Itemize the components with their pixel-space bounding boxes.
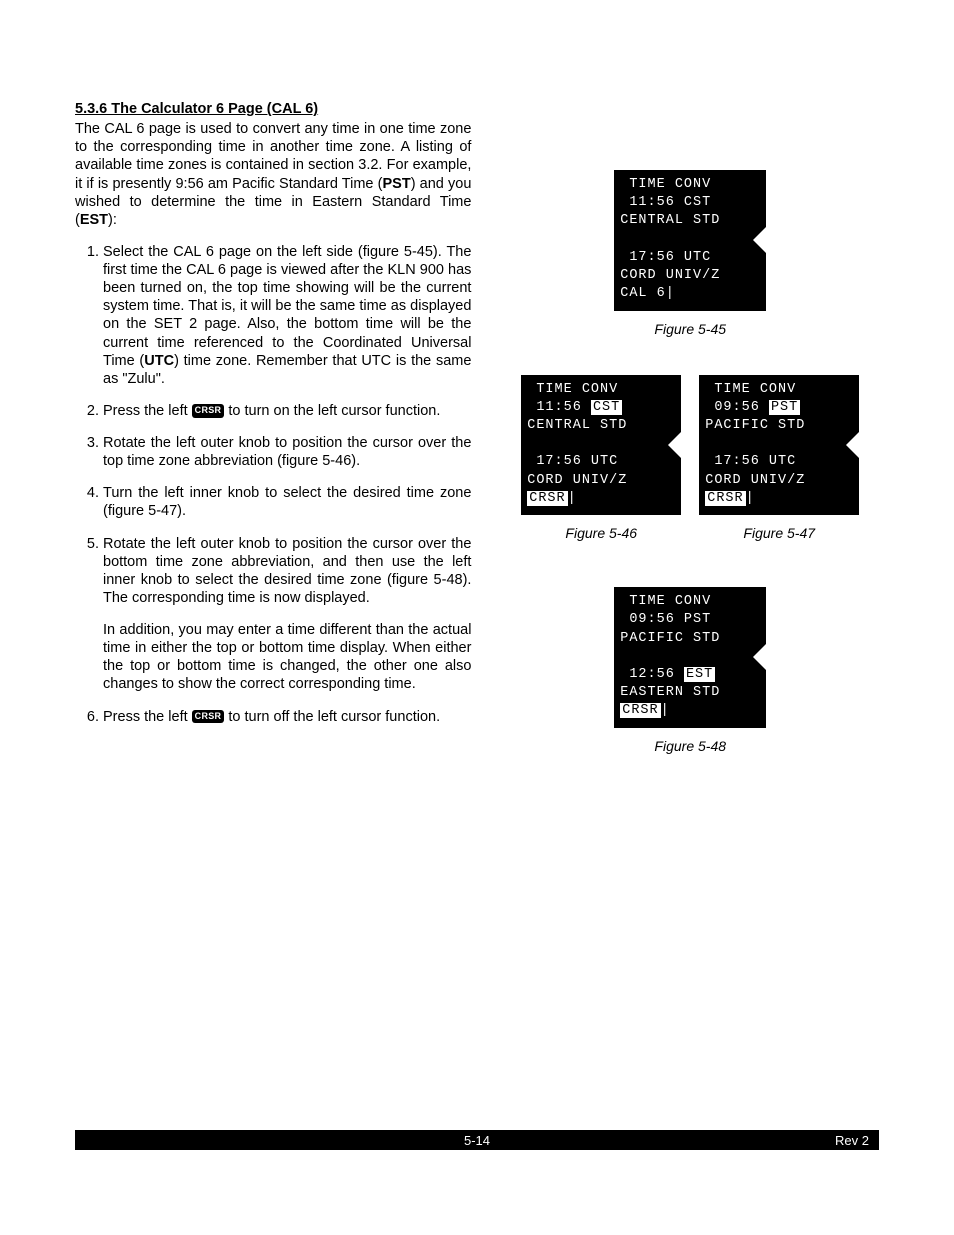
caption-48: Figure 5-48: [654, 738, 726, 754]
step-4: Turn the left inner knob to select the d…: [103, 484, 471, 520]
figure-5-48-block: TIME CONV 09:56 PST PACIFIC STD 12:56 ES…: [614, 587, 766, 754]
l: CORD UNIV/Z: [527, 473, 627, 488]
heading-text: 5.3.6 The Calculator 6 Page (CAL 6): [75, 101, 318, 117]
l: CENTRAL STD: [527, 418, 627, 433]
step-2b: to turn on the left cursor function.: [224, 403, 440, 419]
step-1-utc: UTC: [144, 353, 174, 369]
step-3: Rotate the left outer knob to position t…: [103, 434, 471, 470]
step-1: Select the CAL 6 page on the left side (…: [103, 243, 471, 388]
l: 11:56 CST: [620, 195, 711, 210]
l: CRSR: [705, 491, 745, 506]
l: PACIFIC STD: [705, 418, 805, 433]
l: 17:56 UTC: [620, 250, 711, 265]
l: CORD UNIV/Z: [705, 473, 805, 488]
l: 11:56: [527, 400, 591, 415]
step-3-text: Rotate the left outer knob to position t…: [103, 435, 471, 469]
l: 17:56 UTC: [705, 454, 796, 469]
intro-pst: PST: [382, 176, 410, 192]
crsr-key-icon: CRSR: [192, 404, 225, 417]
l: TIME CONV: [620, 177, 711, 192]
step-6b: to turn off the left cursor function.: [224, 709, 440, 725]
lcd-screen-45: TIME CONV 11:56 CST CENTRAL STD 17:56 UT…: [614, 170, 766, 311]
lcd-screen-48: TIME CONV 09:56 PST PACIFIC STD 12:56 ES…: [614, 587, 766, 728]
l: CAL 6|: [620, 286, 675, 301]
left-column: 5.3.6 The Calculator 6 Page (CAL 6) The …: [75, 100, 471, 754]
figure-row-46-47: TIME CONV 11:56 CST CENTRAL STD 17:56 UT…: [521, 375, 859, 542]
hl-cst: CST: [591, 400, 622, 415]
section-heading: 5.3.6 The Calculator 6 Page (CAL 6): [75, 100, 471, 118]
lcd-screen-46: TIME CONV 11:56 CST CENTRAL STD 17:56 UT…: [521, 375, 681, 516]
steps-list: Select the CAL 6 page on the left side (…: [75, 243, 471, 726]
page: 5.3.6 The Calculator 6 Page (CAL 6) The …: [0, 0, 954, 1190]
l: 09:56 PST: [620, 612, 711, 627]
l: 12:56: [620, 667, 684, 682]
l: CENTRAL STD: [620, 213, 720, 228]
figure-5-45-block: TIME CONV 11:56 CST CENTRAL STD 17:56 UT…: [614, 170, 766, 337]
footer-bar: 5-14 Rev 2: [75, 1130, 879, 1150]
figure-5-47-block: TIME CONV 09:56 PST PACIFIC STD 17:56 UT…: [699, 375, 859, 542]
caption-45: Figure 5-45: [654, 321, 726, 337]
step-4-text: Turn the left inner knob to select the d…: [103, 485, 471, 519]
intro-paragraph: The CAL 6 page is used to convert any ti…: [75, 120, 471, 229]
figure-5-46-block: TIME CONV 11:56 CST CENTRAL STD 17:56 UT…: [521, 375, 681, 542]
l: CRSR: [620, 703, 660, 718]
l: TIME CONV: [527, 382, 618, 397]
step-1a: Select the CAL 6 page on the left side (…: [103, 244, 471, 369]
step-5a: Rotate the left outer knob to position t…: [103, 536, 471, 606]
l: 17:56 UTC: [527, 454, 618, 469]
footer-revision: Rev 2: [835, 1133, 869, 1148]
l: CORD UNIV/Z: [620, 268, 720, 283]
l: CRSR: [527, 491, 567, 506]
l: 09:56: [705, 400, 769, 415]
caption-47: Figure 5-47: [743, 525, 815, 541]
two-column-layout: 5.3.6 The Calculator 6 Page (CAL 6) The …: [75, 100, 879, 754]
step-5: Rotate the left outer knob to position t…: [103, 535, 471, 694]
l: EASTERN STD: [620, 685, 720, 700]
step-6a: Press the left: [103, 709, 192, 725]
crsr-key-icon: CRSR: [192, 710, 225, 723]
step-2a: Press the left: [103, 403, 192, 419]
intro-est: EST: [80, 212, 108, 228]
lcd-screen-47: TIME CONV 09:56 PST PACIFIC STD 17:56 UT…: [699, 375, 859, 516]
right-column: TIME CONV 11:56 CST CENTRAL STD 17:56 UT…: [501, 100, 879, 754]
step-5b: In addition, you may enter a time differ…: [103, 621, 471, 694]
l: TIME CONV: [620, 594, 711, 609]
step-2: Press the left CRSR to turn on the left …: [103, 402, 471, 420]
intro-text-c: ):: [108, 212, 117, 228]
l: TIME CONV: [705, 382, 796, 397]
hl-pst: PST: [769, 400, 800, 415]
caption-46: Figure 5-46: [565, 525, 637, 541]
footer-page-number: 5-14: [75, 1133, 879, 1148]
step-6: Press the left CRSR to turn off the left…: [103, 708, 471, 726]
hl-est: EST: [684, 667, 715, 682]
l: PACIFIC STD: [620, 631, 720, 646]
